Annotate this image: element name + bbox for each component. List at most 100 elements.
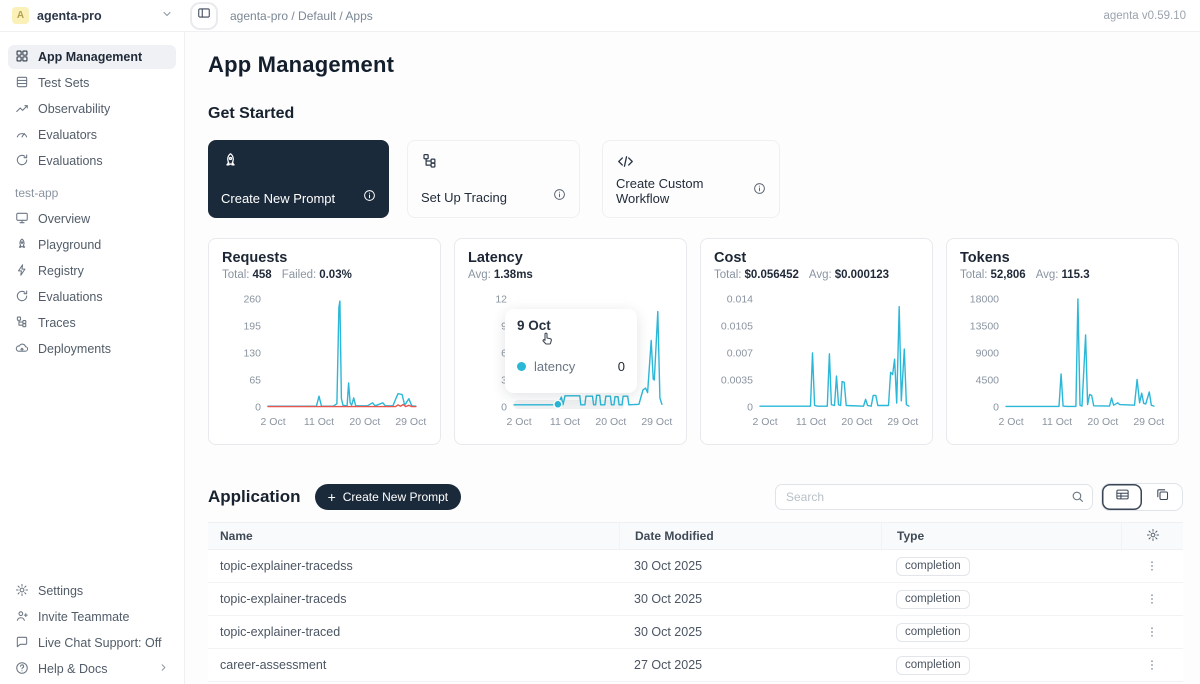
create-new-prompt-card[interactable]: Create New Prompt (208, 140, 389, 218)
sidebar-item-app-management[interactable]: App Management (8, 45, 176, 69)
card-view-button[interactable] (1142, 484, 1182, 510)
more-options-icon[interactable] (1145, 658, 1159, 672)
info-icon[interactable] (553, 188, 566, 206)
column-header-type[interactable]: Type (881, 523, 1121, 549)
sidebar-item-label: Evaluations (38, 154, 103, 168)
svg-text:2 Oct: 2 Oct (999, 416, 1024, 428)
svg-text:4500: 4500 (976, 375, 1000, 387)
column-settings-button[interactable] (1121, 523, 1183, 549)
column-header-name[interactable]: Name (220, 529, 253, 543)
more-options-icon[interactable] (1145, 625, 1159, 639)
svg-text:11 Oct: 11 Oct (550, 416, 580, 428)
chart-title: Requests (222, 250, 288, 266)
svg-text:0: 0 (993, 402, 999, 414)
plus-icon: + (327, 489, 336, 505)
requests-line-chart[interactable]: 260 195 130 65 02 Oct 11 Oct 20 Oct 29 Oct (222, 287, 427, 437)
sidebar-item-test-sets[interactable]: Test Sets (8, 71, 176, 95)
table-row[interactable]: topic-explainer-tracedss 30 Oct 2025 com… (208, 550, 1183, 583)
svg-text:13500: 13500 (970, 321, 999, 333)
sidebar-item-label: Settings (38, 584, 84, 598)
cursor-hand-icon (539, 331, 555, 352)
more-options-icon[interactable] (1145, 559, 1159, 573)
svg-text:260: 260 (243, 294, 261, 306)
tooltip-value: 0 (617, 359, 625, 374)
svg-text:12: 12 (495, 294, 507, 306)
sidebar-toggle-button[interactable] (192, 3, 216, 28)
svg-text:65: 65 (249, 375, 261, 387)
table-row[interactable]: topic-explainer-traceds 30 Oct 2025 comp… (208, 583, 1183, 616)
chevron-right-icon (158, 662, 169, 676)
sidebar-item-label: Playground (38, 238, 102, 252)
sidebar: App Management Test Sets Observability E… (0, 32, 185, 684)
workspace-selector[interactable]: A agenta-pro (0, 7, 185, 25)
sidebar-item-evaluations[interactable]: Evaluations (8, 149, 176, 173)
svg-text:0.0035: 0.0035 (721, 375, 753, 387)
type-badge: completion (896, 622, 970, 642)
info-icon[interactable] (363, 189, 376, 207)
sidebar-item-settings[interactable]: Settings (8, 579, 176, 603)
sidebar-item-label: App Management (38, 50, 143, 64)
monitor-icon (15, 211, 29, 228)
sidebar-item-playground[interactable]: Playground (8, 233, 176, 257)
refresh-icon (15, 289, 29, 306)
tooltip-row: latency 0 (517, 359, 625, 374)
svg-text:20 Oct: 20 Oct (1087, 416, 1118, 428)
sidebar-item-traces[interactable]: Traces (8, 311, 176, 335)
app-name: topic-explainer-tracedss (220, 559, 353, 573)
table-row[interactable]: career-assessment 27 Oct 2025 completion (208, 649, 1183, 682)
tokens-chart-card: Tokens Total: 52,806 Avg: 115.3 18000 13500… (946, 238, 1179, 445)
app-date: 30 Oct 2025 (634, 625, 703, 639)
column-header-date-modified[interactable]: Date Modified (619, 523, 881, 549)
create-custom-workflow-card[interactable]: Create Custom Workflow (602, 140, 780, 218)
help-icon (15, 661, 29, 678)
get-started-cards: Create New Prompt Set Up Tracing Create … (208, 140, 1183, 218)
tokens-line-chart[interactable]: 18000 13500 9000 4500 02 Oct 11 Oct 20 Oct 29 O… (960, 287, 1165, 437)
svg-text:29 Oct: 29 Oct (887, 416, 918, 428)
breadcrumb[interactable]: agenta-pro / Default / Apps (230, 8, 373, 23)
table-row[interactable]: topic-explainer-traced 30 Oct 2025 compl… (208, 616, 1183, 649)
app-version: agenta v0.59.10 (1103, 9, 1187, 22)
sidebar-item-deployments[interactable]: Deployments (8, 337, 176, 361)
workspace-avatar: A (12, 7, 29, 24)
gauge-icon (15, 127, 29, 144)
sidebar-item-evaluators[interactable]: Evaluators (8, 123, 176, 147)
table-icon (15, 75, 29, 92)
svg-text:0.0105: 0.0105 (721, 321, 753, 333)
svg-text:195: 195 (243, 321, 261, 333)
cost-line-chart[interactable]: 0.014 0.0105 0.007 0.0035 02 Oct 11 Oct 20 Oct… (714, 287, 919, 437)
sidebar-item-evaluations-project[interactable]: Evaluations (8, 285, 176, 309)
create-new-prompt-button[interactable]: + Create New Prompt (314, 484, 462, 510)
sidebar-item-label: Live Chat Support: Off (38, 636, 162, 650)
cloud-icon (15, 341, 29, 358)
chart-stats: Total: 52,806 Avg: 115.3 (960, 269, 1090, 281)
card-label: Create Custom Workflow (616, 176, 704, 206)
sidebar-item-observability[interactable]: Observability (8, 97, 176, 121)
sidebar-item-label: Help & Docs (38, 662, 108, 676)
grid-icon (15, 49, 29, 66)
sidebar-item-registry[interactable]: Registry (8, 259, 176, 283)
set-up-tracing-card[interactable]: Set Up Tracing (407, 140, 580, 218)
type-badge: completion (896, 589, 970, 609)
sidebar-item-help-docs[interactable]: Help & Docs (8, 657, 176, 681)
search-icon[interactable] (1071, 490, 1084, 508)
more-options-icon[interactable] (1145, 592, 1159, 606)
app-name: topic-explainer-traceds (220, 592, 347, 606)
sidebar-item-invite-teammate[interactable]: Invite Teammate (8, 605, 176, 629)
table-view-button[interactable] (1102, 484, 1142, 510)
search-input[interactable] (775, 484, 1093, 510)
svg-text:20 Oct: 20 Oct (841, 416, 872, 428)
sidebar-item-overview[interactable]: Overview (8, 207, 176, 231)
sidebar-item-label: Registry (38, 264, 84, 278)
svg-text:9: 9 (501, 321, 507, 333)
app-name: topic-explainer-traced (220, 625, 341, 639)
svg-text:2 Oct: 2 Oct (507, 416, 532, 428)
svg-text:130: 130 (243, 348, 261, 360)
info-icon[interactable] (753, 182, 766, 200)
chart-title: Latency (468, 250, 523, 266)
main-content: App Management Get Started Create New Pr… (185, 32, 1200, 684)
panel-left-icon (197, 6, 211, 25)
card-label: Create New Prompt (221, 190, 336, 206)
sidebar-item-live-chat-support[interactable]: Live Chat Support: Off (8, 631, 176, 655)
